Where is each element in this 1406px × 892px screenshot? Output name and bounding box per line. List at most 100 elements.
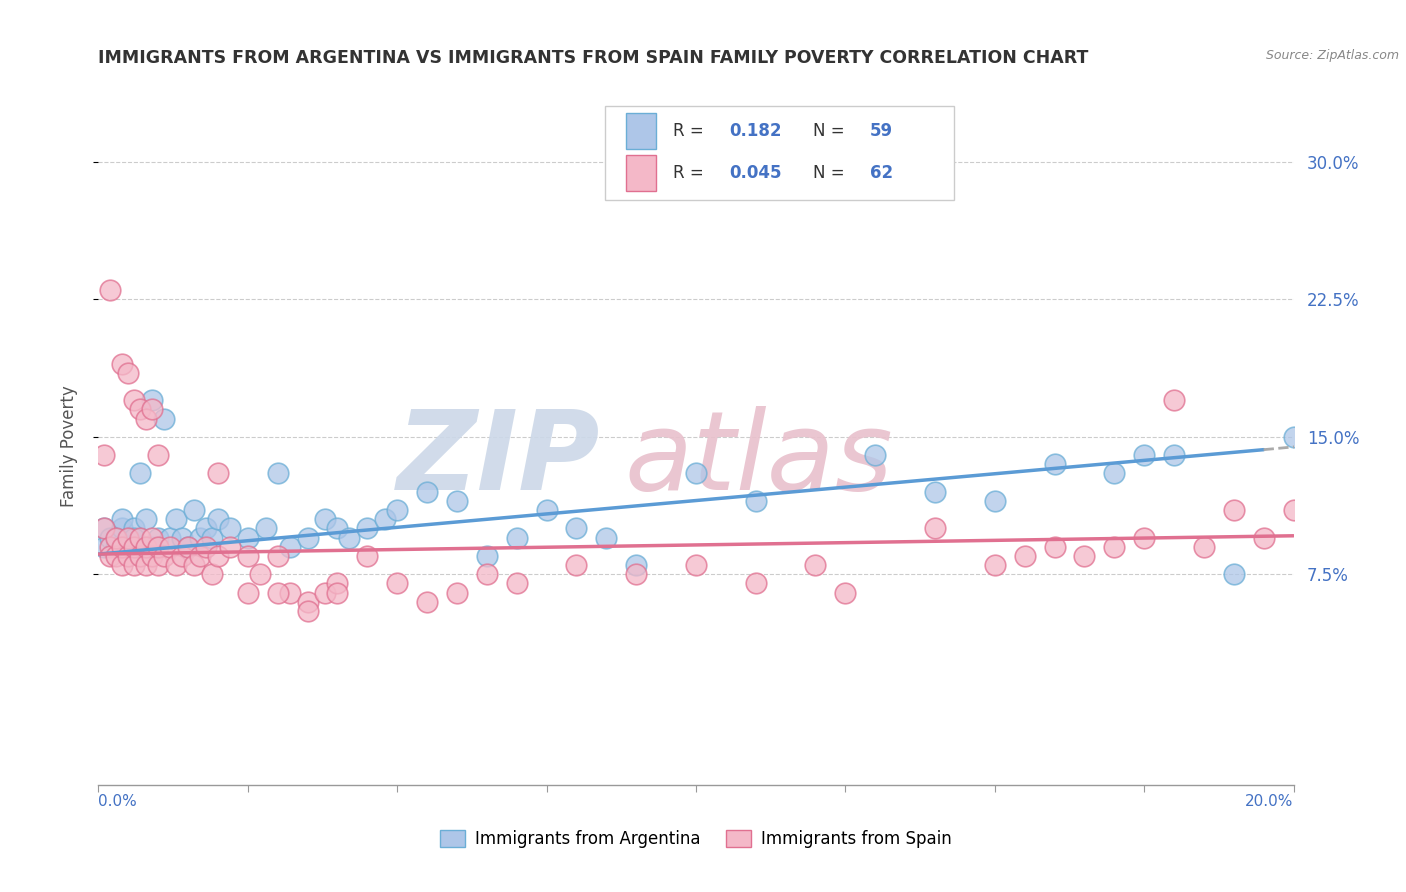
Point xyxy=(1043,540,1066,554)
Point xyxy=(1073,549,1095,563)
Point xyxy=(924,521,946,535)
Text: R =: R = xyxy=(672,164,703,182)
Legend: Immigrants from Argentina, Immigrants from Spain: Immigrants from Argentina, Immigrants fr… xyxy=(433,823,959,855)
Point xyxy=(1253,531,1275,545)
Point xyxy=(183,558,205,573)
Point xyxy=(98,549,122,563)
Point xyxy=(219,521,242,535)
Point xyxy=(1104,467,1126,481)
Point xyxy=(153,411,176,425)
Point xyxy=(117,366,139,380)
Point xyxy=(148,448,170,462)
Point xyxy=(356,521,378,535)
Point xyxy=(148,531,170,545)
Point xyxy=(111,521,134,535)
Point xyxy=(1014,549,1036,563)
Point xyxy=(111,512,134,526)
Text: N =: N = xyxy=(813,122,845,140)
Text: R =: R = xyxy=(672,122,703,140)
Point xyxy=(129,467,152,481)
Text: IMMIGRANTS FROM ARGENTINA VS IMMIGRANTS FROM SPAIN FAMILY POVERTY CORRELATION CH: IMMIGRANTS FROM ARGENTINA VS IMMIGRANTS … xyxy=(98,49,1088,67)
Point xyxy=(297,604,319,618)
Point xyxy=(111,558,134,573)
Point xyxy=(278,585,301,599)
Point xyxy=(685,467,707,481)
Point xyxy=(219,540,242,554)
Point xyxy=(195,540,218,554)
Point xyxy=(267,467,290,481)
Point xyxy=(236,585,259,599)
Point xyxy=(129,549,152,563)
Point xyxy=(267,549,290,563)
Point xyxy=(374,512,396,526)
Point xyxy=(315,585,337,599)
Point xyxy=(685,558,707,573)
Text: atlas: atlas xyxy=(624,406,893,513)
Point xyxy=(141,531,163,545)
Point xyxy=(105,549,128,563)
Point xyxy=(195,521,218,535)
Point xyxy=(129,531,152,545)
Text: 0.0%: 0.0% xyxy=(98,794,138,809)
Point xyxy=(135,411,157,425)
Point xyxy=(98,283,122,297)
Point xyxy=(153,549,176,563)
Point xyxy=(446,494,468,508)
Point xyxy=(565,558,588,573)
Text: 59: 59 xyxy=(870,122,893,140)
Point xyxy=(148,540,170,554)
Point xyxy=(98,531,122,545)
Point xyxy=(1282,430,1305,444)
Point xyxy=(159,531,181,545)
Point xyxy=(326,585,349,599)
Point xyxy=(1223,503,1246,517)
Point xyxy=(326,521,349,535)
Point xyxy=(117,549,139,563)
Point xyxy=(177,540,200,554)
Point xyxy=(172,549,194,563)
Point xyxy=(315,512,337,526)
Point xyxy=(177,540,200,554)
Point xyxy=(207,549,229,563)
Point xyxy=(1133,531,1156,545)
Point xyxy=(105,531,128,545)
Point xyxy=(865,448,887,462)
Point xyxy=(183,503,205,517)
Point xyxy=(475,549,498,563)
Point xyxy=(93,521,115,535)
Point xyxy=(804,558,827,573)
Point xyxy=(834,585,856,599)
Point xyxy=(536,503,558,517)
Text: 20.0%: 20.0% xyxy=(1246,794,1294,809)
Text: N =: N = xyxy=(813,164,845,182)
Point xyxy=(446,585,468,599)
Point xyxy=(117,531,139,545)
Point xyxy=(141,402,163,417)
Text: 0.045: 0.045 xyxy=(730,164,782,182)
Point xyxy=(135,512,157,526)
Point xyxy=(1402,448,1406,462)
Point xyxy=(159,540,181,554)
Point xyxy=(105,540,128,554)
Point xyxy=(117,531,139,545)
Point xyxy=(249,567,271,582)
Point xyxy=(111,357,134,371)
Point xyxy=(207,467,229,481)
Text: 62: 62 xyxy=(870,164,893,182)
Point xyxy=(475,567,498,582)
Point xyxy=(984,558,1007,573)
Point xyxy=(93,521,115,535)
Point xyxy=(188,531,211,545)
Point xyxy=(124,531,146,545)
Point xyxy=(416,595,439,609)
Y-axis label: Family Poverty: Family Poverty xyxy=(59,385,77,507)
Point xyxy=(188,549,211,563)
Point xyxy=(1223,567,1246,582)
Point xyxy=(745,494,768,508)
Point xyxy=(745,576,768,591)
Point xyxy=(326,576,349,591)
Point xyxy=(385,576,409,591)
Point xyxy=(626,558,648,573)
Text: ZIP: ZIP xyxy=(396,406,600,513)
Point xyxy=(356,549,378,563)
